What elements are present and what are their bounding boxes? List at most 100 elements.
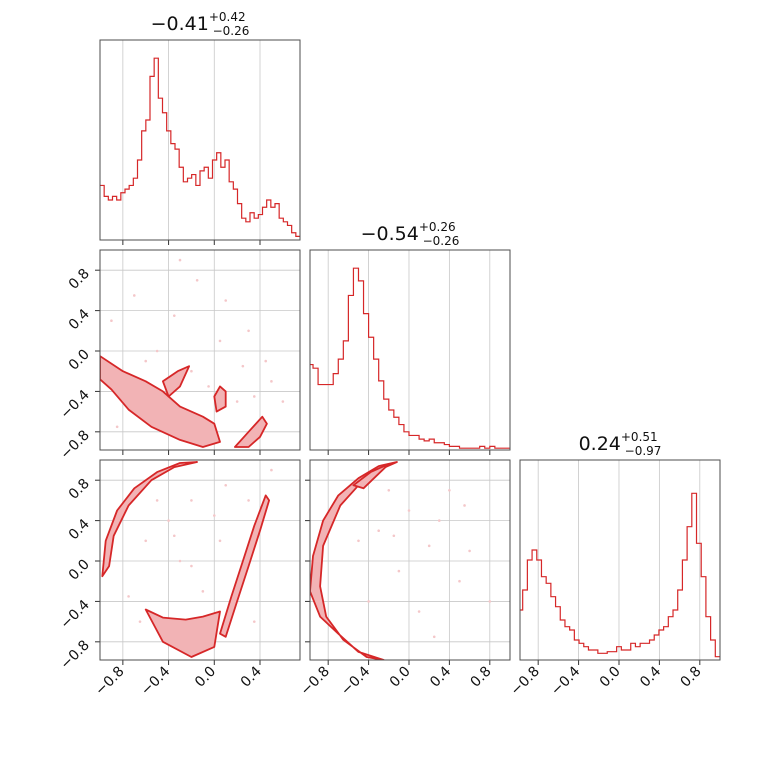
x-tick-label: −0.4 [338, 663, 373, 698]
histogram-p2 [310, 267, 510, 449]
scatter-point [190, 499, 193, 502]
scatter-point [407, 509, 411, 512]
scatter-point [167, 519, 170, 522]
scatter-point [417, 610, 421, 613]
scatter-point [218, 339, 222, 343]
scatter-point [357, 539, 360, 543]
scatter-point [458, 579, 461, 583]
contour-region [234, 415, 268, 448]
contour-region [219, 494, 270, 638]
scatter-point [448, 489, 451, 492]
scatter-point [138, 620, 142, 623]
x-tick-label: −0.8 [92, 664, 127, 699]
y-tick-label: 0.0 [66, 557, 93, 584]
scatter-point [155, 499, 159, 502]
panel-hist-2 [310, 250, 510, 455]
x-tick-label: −0.8 [508, 664, 543, 699]
scatter-point [218, 539, 222, 543]
scatter-point [155, 349, 159, 353]
scatter-point [235, 400, 239, 403]
plot-area-p1_vs_p2 [100, 258, 285, 448]
scatter-point [201, 590, 205, 593]
contour-region [352, 463, 390, 490]
scatter-point [432, 635, 436, 639]
panel-hist-3: −0.8 −0.4 0.0 0.4 0.8 [508, 460, 720, 699]
x-tick-label: 0.0 [387, 664, 414, 691]
x-tick-label: 0.0 [192, 664, 219, 691]
scatter-point [178, 258, 182, 262]
scatter-point [488, 600, 492, 603]
scatter-point [463, 504, 466, 507]
scatter-point [110, 319, 113, 323]
contour-region [162, 365, 190, 398]
y-tick-label: 0.4 [66, 516, 93, 543]
frame-hist-2 [309, 249, 511, 451]
histogram-p3 [520, 492, 720, 658]
scatter-point [224, 299, 228, 302]
scatter-point [207, 385, 210, 388]
title-param-2: −0.54+0.26 −0.26 [361, 220, 460, 248]
y-tick-label: 0.4 [66, 306, 93, 333]
title-param-1: −0.41+0.42 −0.26 [151, 10, 250, 38]
plot-area-p1_vs_p3 [101, 461, 273, 658]
x-tick-label: −0.8 [298, 664, 333, 699]
scatter-point [377, 529, 380, 533]
x-tick-label: 0.4 [637, 663, 664, 690]
panel-hist-1 [100, 40, 300, 245]
scatter-point [172, 314, 176, 317]
y-tick-label: −0.4 [57, 597, 92, 632]
frame-hist-1 [99, 39, 301, 241]
scatter-point [127, 595, 130, 598]
scatter-point [264, 359, 268, 363]
y-tick-label: −0.8 [57, 637, 92, 672]
y-tick-label: 0.0 [66, 347, 93, 374]
scatter-point [392, 534, 396, 538]
y-tick-label: −0.4 [57, 387, 92, 422]
scatter-point [252, 395, 256, 398]
scatter-point [178, 559, 182, 563]
panel-p2_vs_p3: −0.8 −0.4 0.0 0.4 0.8 [298, 460, 510, 699]
scatter-point [195, 279, 199, 282]
scatter-point [397, 569, 401, 573]
contour-region [100, 355, 221, 448]
frame-p1_vs_p3 [99, 459, 301, 661]
scatter-point [132, 294, 136, 297]
scatter-point [252, 620, 256, 623]
scatter-point [241, 364, 245, 368]
panel-p1_vs_p2: 0.8 0.4 0.0 −0.4 −0.8 [57, 250, 300, 463]
contour-region [213, 385, 227, 413]
contour-region [144, 608, 221, 658]
x-tick-label: 0.0 [597, 664, 624, 691]
panel-p1_vs_p3: −0.8 −0.4 0.0 0.40.80.40.0−0.4−0.8 [57, 460, 300, 699]
x-tick-label: 0.4 [238, 663, 265, 690]
frame-p2_vs_p3 [309, 459, 511, 661]
y-tick-label: −0.8 [57, 427, 92, 462]
scatter-point [270, 380, 273, 383]
scatter-point [212, 514, 216, 517]
scatter-point [224, 483, 228, 487]
frame-hist-3 [519, 459, 721, 661]
scatter-point [270, 468, 273, 472]
x-tick-label: 0.8 [678, 664, 705, 691]
scatter-point [281, 400, 285, 403]
contour-region [101, 461, 198, 578]
scatter-point [190, 564, 193, 568]
scatter-point [387, 489, 391, 492]
y-tick-label: 0.8 [66, 476, 93, 503]
x-tick-label: −0.4 [138, 663, 173, 698]
contour-region [310, 461, 398, 660]
x-tick-label: 0.4 [427, 663, 454, 690]
scatter-point [144, 539, 148, 543]
scatter-point [190, 369, 193, 373]
plot-area-p2_vs_p3 [310, 461, 492, 660]
y-tick-label: 0.8 [66, 266, 93, 293]
scatter-point [427, 544, 431, 548]
frame-p1_vs_p2 [99, 249, 301, 451]
scatter-point [367, 600, 370, 603]
title-param-3: 0.24+0.51 −0.97 [579, 430, 662, 458]
scatter-point [172, 534, 176, 538]
scatter-point [115, 425, 119, 429]
scatter-point [247, 499, 250, 502]
x-tick-label: −0.4 [548, 663, 583, 698]
